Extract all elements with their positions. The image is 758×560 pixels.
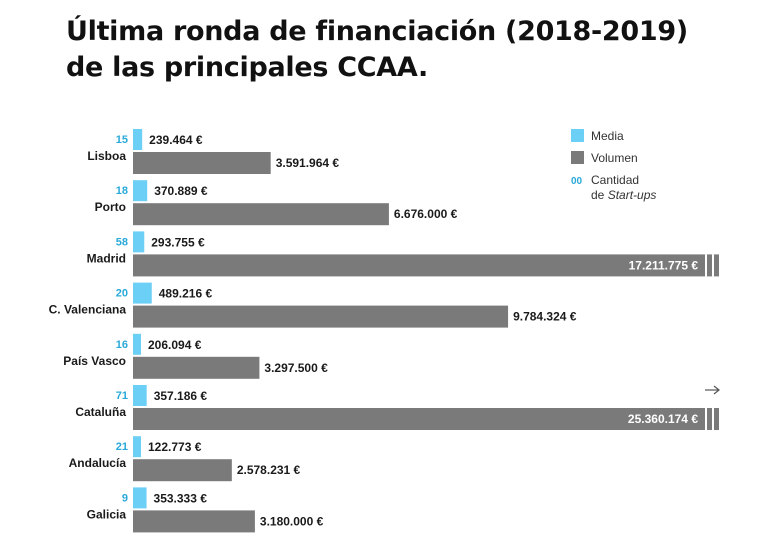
volumen-value-label: 6.676.000 € [394,207,458,221]
media-bar [133,436,141,458]
volumen-value-label: 17.211.775 € [629,258,699,272]
startup-count: 16 [116,339,128,351]
category-label: Lisboa [87,149,126,163]
media-bar [133,282,152,304]
axis-break-mark [712,408,714,430]
bar-row: 15 Lisboa 239.464 € 3.591.964 € [87,129,339,174]
legend-volumen-swatch [571,151,584,164]
axis-break-mark [712,254,714,277]
legend-volumen-label: Volumen [591,151,638,165]
chart-title: Última ronda de financiación (2018-2019)… [66,14,688,86]
bar-row: 9 Galicia 353.333 € 3.180.000 € [87,487,324,533]
media-value-label: 206.094 € [148,338,202,352]
category-label: Cataluña [75,405,126,419]
volumen-value-label: 3.297.500 € [264,361,328,375]
chart-legend: Media Volumen 00 Cantidad de Start-ups [571,129,656,202]
volumen-value-label: 2.578.231 € [237,463,301,477]
chart-title-line-1: Última ronda de financiación (2018-2019) [66,16,688,47]
legend-count-sample: 00 [571,176,583,187]
legend-count-label-prefix: de [591,188,608,202]
media-value-label: 370.889 € [154,184,208,198]
volumen-bar [133,254,719,277]
media-value-label: 357.186 € [154,389,208,403]
startup-count: 9 [122,492,128,504]
legend-media-label: Media [591,129,624,143]
chart-title-line-2: de las principales CCAA. [66,52,428,83]
category-label: C. Valenciana [49,303,127,317]
bar-row: 18 Porto 370.889 € 6.676.000 € [95,180,458,226]
media-bar [133,487,147,509]
category-label: Galicia [87,507,127,521]
bar-row: 20 C. Valenciana 489.216 € 9.784.324 € [49,282,577,328]
volumen-bar [133,510,255,533]
media-value-label: 293.755 € [151,235,205,249]
category-label: Madrid [87,251,126,265]
startup-count: 21 [116,441,128,453]
volumen-bar [133,203,389,226]
media-bar [133,180,148,202]
bar-row: 16 País Vasco 206.094 € 3.297.500 € [63,333,328,379]
legend-count-label-line-2: de Start-ups [591,188,656,202]
media-value-label: 239.464 € [149,133,203,147]
startup-count: 58 [116,236,128,248]
category-label: País Vasco [63,354,126,368]
volumen-bar [133,408,719,430]
volumen-bar [133,305,509,328]
volumen-value-label: 3.180.000 € [260,514,324,528]
bar-row: 21 Andalucía 122.773 € 2.578.231 € [69,436,301,482]
media-bar [133,231,145,253]
bar-groups: 15 Lisboa 239.464 € 3.591.964 € 18 Porto 370.8… [49,129,719,533]
legend-count-label-line-1: Cantidad [591,173,639,187]
bar-row: 58 Madrid 293.755 € 17.211.775 € [87,231,719,277]
media-bar [133,385,147,406]
media-value-label: 122.773 € [148,440,202,454]
bar-row: 71 Cataluña 357.186 € 25.360.174 € [75,385,719,430]
category-label: Andalucía [69,456,127,470]
startup-count: 15 [116,134,128,146]
legend-media-swatch [571,129,584,142]
startup-count: 20 [116,288,128,300]
media-bar [133,333,141,355]
media-bar [133,129,143,150]
legend-count-label-italic: Start-ups [608,188,657,202]
axis-break-mark [705,254,707,277]
startup-count: 71 [116,390,128,402]
axis-break-mark [705,408,707,430]
volumen-value-label: 25.360.174 € [628,412,698,426]
axis-break-arrow-icon [705,385,720,395]
category-label: Porto [95,200,126,214]
media-value-label: 489.216 € [159,287,213,301]
volumen-value-label: 3.591.964 € [276,156,340,170]
volumen-bar [133,356,260,379]
volumen-bar [133,152,271,174]
volumen-value-label: 9.784.324 € [513,310,577,324]
media-value-label: 353.333 € [154,491,208,505]
volumen-bar [133,459,232,482]
startup-count: 18 [116,185,128,197]
